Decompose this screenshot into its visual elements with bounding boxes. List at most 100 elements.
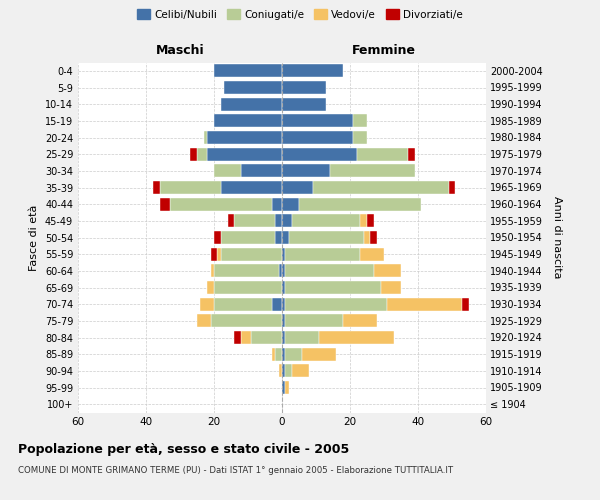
Text: Femmine: Femmine xyxy=(352,44,416,58)
Bar xyxy=(286,331,319,344)
Bar xyxy=(190,148,197,160)
Bar xyxy=(200,298,214,310)
Bar xyxy=(313,181,449,194)
Bar xyxy=(217,248,221,260)
Bar xyxy=(286,281,380,294)
Bar xyxy=(160,181,221,194)
Bar xyxy=(408,148,415,160)
Bar xyxy=(221,231,275,244)
Bar xyxy=(197,314,211,328)
Bar xyxy=(282,148,357,160)
Bar xyxy=(214,264,278,278)
Bar xyxy=(282,348,286,360)
Bar xyxy=(286,364,292,378)
Bar xyxy=(286,248,360,260)
Bar xyxy=(302,348,337,360)
Bar xyxy=(360,248,384,260)
Bar xyxy=(299,198,421,210)
Bar xyxy=(367,214,374,228)
Bar xyxy=(282,248,286,260)
Bar xyxy=(221,181,282,194)
Bar xyxy=(272,298,282,310)
Bar xyxy=(360,214,367,228)
Bar xyxy=(207,131,282,144)
Bar xyxy=(370,231,377,244)
Bar xyxy=(292,214,360,228)
Bar xyxy=(380,281,401,294)
Bar xyxy=(289,231,364,244)
Bar xyxy=(374,264,401,278)
Bar xyxy=(282,164,329,177)
Bar xyxy=(272,198,282,210)
Bar xyxy=(388,298,462,310)
Bar xyxy=(292,364,309,378)
Bar xyxy=(282,314,286,328)
Text: Maschi: Maschi xyxy=(155,44,205,58)
Bar xyxy=(214,298,272,310)
Bar xyxy=(235,214,275,228)
Bar xyxy=(282,331,286,344)
Bar xyxy=(221,248,282,260)
Bar xyxy=(251,331,282,344)
Bar xyxy=(282,231,289,244)
Bar xyxy=(286,314,343,328)
Bar xyxy=(343,314,377,328)
Bar xyxy=(282,131,353,144)
Bar xyxy=(282,181,313,194)
Bar xyxy=(462,298,469,310)
Bar xyxy=(214,281,282,294)
Bar xyxy=(278,364,282,378)
Bar xyxy=(160,198,170,210)
Bar xyxy=(197,148,207,160)
Bar xyxy=(282,114,353,128)
Bar xyxy=(211,264,214,278)
Bar xyxy=(319,331,394,344)
Text: Popolazione per età, sesso e stato civile - 2005: Popolazione per età, sesso e stato civil… xyxy=(18,442,349,456)
Bar xyxy=(282,381,286,394)
Bar xyxy=(227,214,235,228)
Bar xyxy=(221,98,282,110)
Bar xyxy=(282,364,286,378)
Bar xyxy=(353,131,367,144)
Legend: Celibi/Nubili, Coniugati/e, Vedovi/e, Divorziati/e: Celibi/Nubili, Coniugati/e, Vedovi/e, Di… xyxy=(133,5,467,24)
Bar xyxy=(224,81,282,94)
Y-axis label: Anni di nascita: Anni di nascita xyxy=(553,196,562,278)
Bar xyxy=(207,281,214,294)
Bar xyxy=(214,64,282,78)
Bar xyxy=(153,181,160,194)
Bar xyxy=(211,248,217,260)
Bar xyxy=(214,114,282,128)
Bar xyxy=(282,298,286,310)
Bar xyxy=(214,164,241,177)
Bar xyxy=(282,81,326,94)
Bar xyxy=(286,381,289,394)
Bar xyxy=(282,64,343,78)
Bar xyxy=(241,164,282,177)
Bar xyxy=(357,148,408,160)
Bar xyxy=(364,231,370,244)
Bar xyxy=(241,331,251,344)
Bar xyxy=(282,214,292,228)
Bar xyxy=(286,298,388,310)
Bar xyxy=(449,181,455,194)
Bar xyxy=(275,231,282,244)
Bar xyxy=(282,264,286,278)
Bar xyxy=(282,98,326,110)
Bar xyxy=(170,198,272,210)
Bar xyxy=(282,281,286,294)
Bar xyxy=(282,198,299,210)
Bar xyxy=(204,131,207,144)
Bar xyxy=(329,164,415,177)
Bar xyxy=(278,264,282,278)
Bar xyxy=(235,331,241,344)
Bar xyxy=(286,348,302,360)
Bar xyxy=(272,348,275,360)
Bar xyxy=(286,264,374,278)
Bar xyxy=(211,314,282,328)
Bar xyxy=(275,348,282,360)
Bar xyxy=(353,114,367,128)
Bar xyxy=(275,214,282,228)
Y-axis label: Fasce di età: Fasce di età xyxy=(29,204,39,270)
Text: COMUNE DI MONTE GRIMANO TERME (PU) - Dati ISTAT 1° gennaio 2005 - Elaborazione T: COMUNE DI MONTE GRIMANO TERME (PU) - Dat… xyxy=(18,466,453,475)
Bar xyxy=(207,148,282,160)
